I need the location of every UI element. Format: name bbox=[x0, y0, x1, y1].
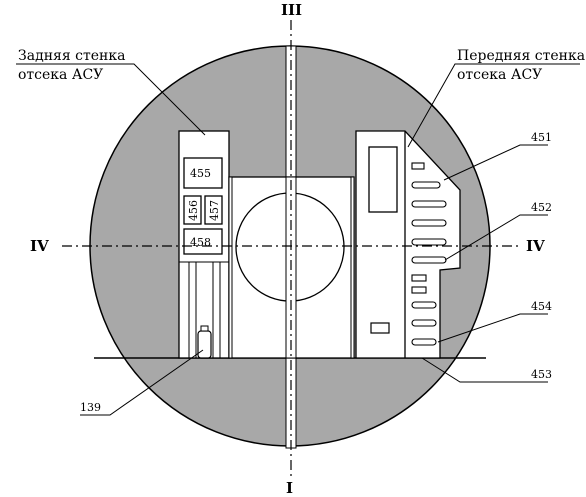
cylinder-139 bbox=[197, 330, 212, 359]
label-452: 452 bbox=[531, 201, 552, 214]
front-wall-label-line2: отсека АСУ bbox=[457, 67, 542, 83]
slot bbox=[411, 256, 447, 264]
leader-452 bbox=[444, 214, 548, 261]
central-block-inner-left bbox=[228, 176, 233, 359]
slot bbox=[411, 319, 437, 327]
block-457 bbox=[204, 195, 223, 225]
slot bbox=[411, 338, 437, 346]
label-139: 139 bbox=[80, 401, 101, 414]
front-wall-label-line1: Передняя стенка bbox=[457, 48, 585, 64]
slot bbox=[411, 274, 427, 282]
leader-451 bbox=[443, 144, 548, 181]
block-456 bbox=[183, 195, 202, 225]
front-panel-window bbox=[368, 146, 398, 213]
axis-label-right: IV bbox=[526, 237, 545, 255]
block-455 bbox=[183, 157, 223, 189]
label-453: 453 bbox=[531, 368, 552, 381]
block-458 bbox=[183, 228, 223, 255]
slot bbox=[411, 301, 437, 309]
axis-label-left: IV bbox=[30, 237, 49, 255]
label-451: 451 bbox=[531, 131, 552, 144]
slot bbox=[411, 286, 427, 294]
leader-139 bbox=[80, 349, 204, 416]
cylinder-cap bbox=[200, 325, 209, 332]
slot bbox=[411, 219, 447, 227]
slot bbox=[411, 200, 447, 208]
leader-front-wall bbox=[407, 63, 580, 148]
label-456: 456 bbox=[187, 200, 200, 221]
leader-454 bbox=[437, 313, 548, 343]
axis-label-top: III bbox=[281, 1, 302, 19]
rear-wall-label-line2: отсека АСУ bbox=[18, 67, 103, 83]
axis-label-bottom: I bbox=[286, 479, 293, 497]
label-458: 458 bbox=[190, 236, 211, 249]
label-454: 454 bbox=[531, 300, 552, 313]
leader-453 bbox=[421, 357, 548, 383]
slot bbox=[411, 238, 447, 246]
rear-wall-label-line1: Задняя стенка bbox=[18, 48, 125, 64]
front-panel-small bbox=[370, 322, 390, 334]
label-455: 455 bbox=[190, 167, 211, 180]
leader-rear-wall bbox=[16, 63, 206, 136]
slot bbox=[411, 181, 441, 189]
label-457: 457 bbox=[208, 200, 221, 221]
slot bbox=[411, 162, 425, 170]
central-block-inner-right bbox=[350, 176, 355, 359]
